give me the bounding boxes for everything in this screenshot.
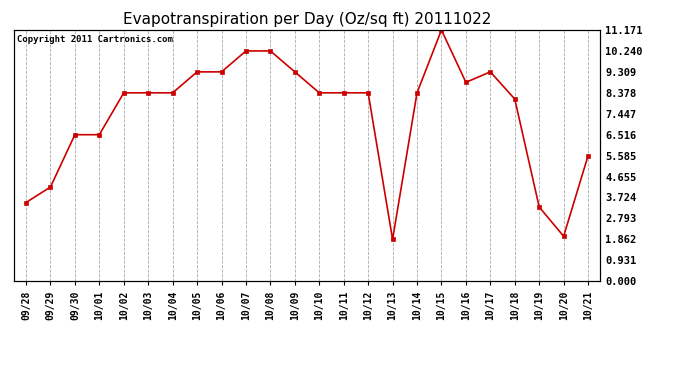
Title: Evapotranspiration per Day (Oz/sq ft) 20111022: Evapotranspiration per Day (Oz/sq ft) 20… (123, 12, 491, 27)
Text: Copyright 2011 Cartronics.com: Copyright 2011 Cartronics.com (17, 35, 172, 44)
